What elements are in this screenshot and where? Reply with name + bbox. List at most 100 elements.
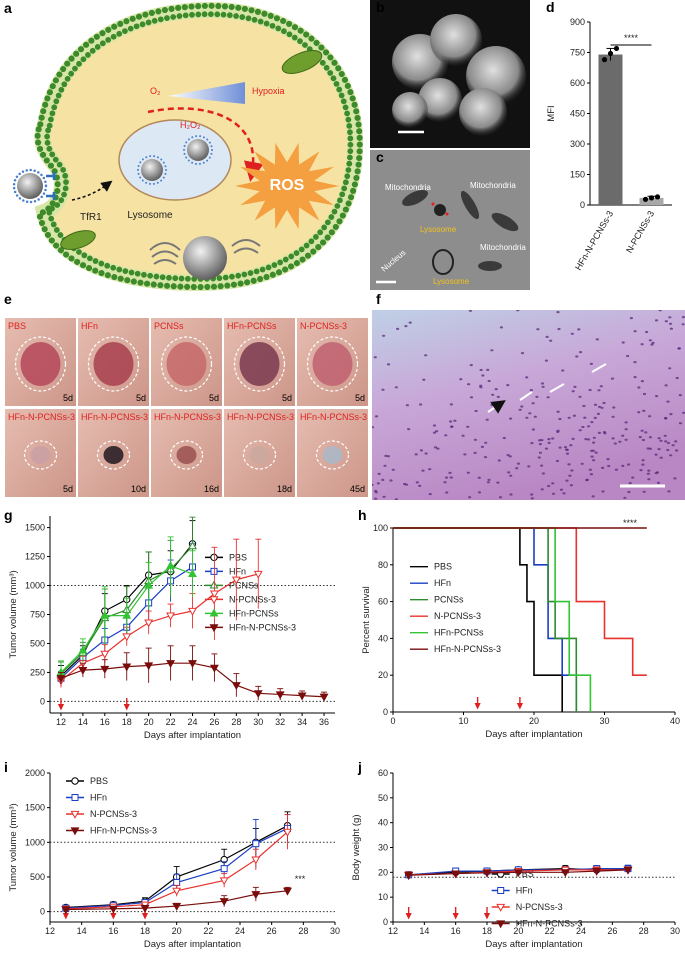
nucleus-speck: [642, 392, 647, 396]
legend-label: HFn-N-PCNSs-3: [434, 644, 501, 654]
nucleus-speck: [391, 468, 395, 471]
nucleus-speck: [428, 468, 432, 471]
nucleus-speck: [591, 449, 595, 452]
x-tick-label: 18: [122, 717, 132, 727]
data-point: [607, 50, 614, 57]
marker: [100, 610, 110, 619]
nucleus-speck: [666, 448, 670, 452]
nucleus-speck: [668, 316, 672, 319]
nucleus-speck: [487, 478, 491, 481]
treatment-arrow: [141, 907, 149, 920]
oxygen-label: O₂: [150, 86, 161, 96]
annotation: ****: [623, 518, 638, 528]
nucleus-speck: [531, 402, 535, 405]
micrograph-label: Lysosome: [433, 277, 470, 286]
photo-group: HFn-N-PCNSs-3: [81, 412, 148, 422]
nucleus-speck: [525, 416, 529, 419]
y-tick-label: 80: [378, 560, 388, 570]
nucleus-speck: [535, 395, 539, 398]
data-point: [613, 45, 620, 52]
nucleus-speck: [592, 459, 596, 462]
nucleus-speck: [450, 425, 454, 428]
marker: [451, 870, 461, 879]
nucleus-speck: [444, 476, 449, 479]
tumor-outline: [14, 336, 67, 392]
nucleus-speck: [597, 405, 602, 408]
legend-label: N-PCNSs-3: [90, 809, 137, 819]
nucleus-speck: [490, 403, 494, 406]
photo-group: HFn-N-PCNSs-3: [8, 412, 75, 422]
nucleus-speck: [580, 462, 584, 465]
marker: [209, 624, 219, 633]
nucleus-speck: [516, 310, 520, 312]
nucleus-speck: [578, 429, 582, 432]
y-tick-label: 60: [378, 768, 388, 778]
panel-letter: c: [376, 149, 384, 165]
x-tick-label: 28: [231, 717, 241, 727]
nucleus-speck: [487, 379, 491, 383]
nucleus-speck: [587, 438, 591, 441]
marker: [140, 905, 150, 913]
treatment-arrow: [123, 698, 130, 711]
x-tick-label: 18: [140, 926, 150, 936]
nucleus-speck: [666, 441, 671, 445]
y-tick-label: 50: [378, 793, 388, 803]
nucleus-speck: [573, 385, 577, 388]
legend-label: N-PCNSs-3: [516, 902, 563, 912]
nucleus-speck: [384, 454, 388, 457]
tumor-outline: [96, 440, 131, 470]
marker: [231, 682, 241, 691]
x-tick-label: 32: [275, 717, 285, 727]
nucleus-speck: [624, 438, 628, 441]
nucleus-speck: [614, 468, 619, 471]
nucleus-speck: [631, 476, 635, 479]
legend-label: HFn-N-PCNSs-3: [90, 826, 157, 836]
nucleus-speck: [541, 385, 545, 388]
x-tick-label: 26: [267, 926, 277, 936]
nucleus-speck: [382, 334, 386, 337]
nucleus-speck: [571, 390, 575, 393]
nucleus-speck: [647, 469, 651, 472]
marker: [482, 869, 492, 878]
nucleus-speck: [544, 447, 549, 450]
nucleus-speck: [639, 469, 643, 472]
nucleus-speck: [459, 378, 463, 381]
nucleus-speck: [556, 311, 560, 314]
histology-image: [372, 310, 685, 500]
nucleus-speck: [611, 415, 615, 418]
nucleus-speck: [547, 484, 551, 488]
photo-group: N-PCNSs-3: [300, 321, 347, 331]
nucleus-speck: [382, 495, 386, 498]
marker: [275, 691, 285, 700]
y-tick-label: 250: [30, 667, 45, 677]
y-tick-label: 1500: [25, 523, 45, 533]
nucleus-speck: [561, 369, 565, 372]
marker: [251, 856, 261, 865]
x-tick-label: 26: [607, 926, 617, 936]
nucleus-speck: [546, 396, 550, 399]
tumor-outline: [160, 336, 213, 392]
nucleus-speck: [677, 347, 682, 350]
nucleus-speck: [675, 376, 679, 380]
photo-day: 5d: [355, 393, 365, 403]
micrograph-label: Mitochondria: [385, 183, 431, 192]
marker: [122, 633, 132, 642]
nucleus-speck: [668, 367, 672, 370]
nucleus-speck: [667, 490, 671, 493]
nucleus-speck: [589, 362, 594, 365]
x-tick-label: 22: [166, 717, 176, 727]
x-tick-label: 20: [144, 717, 154, 727]
nucleus-speck: [592, 441, 596, 444]
photo-group: PCNSs: [154, 321, 184, 331]
nucleus-speck: [664, 320, 668, 323]
nucleus-speck: [549, 339, 553, 342]
nucleus-speck: [474, 409, 478, 413]
x-tick-label: 12: [45, 926, 55, 936]
lysosome-label: Lysosome: [127, 210, 173, 221]
nucleus-speck: [640, 380, 645, 383]
y-tick-label: 40: [378, 633, 388, 643]
nucleus-speck: [621, 464, 625, 467]
nucleus-speck: [520, 405, 524, 408]
legend-label: HFn: [516, 886, 533, 896]
